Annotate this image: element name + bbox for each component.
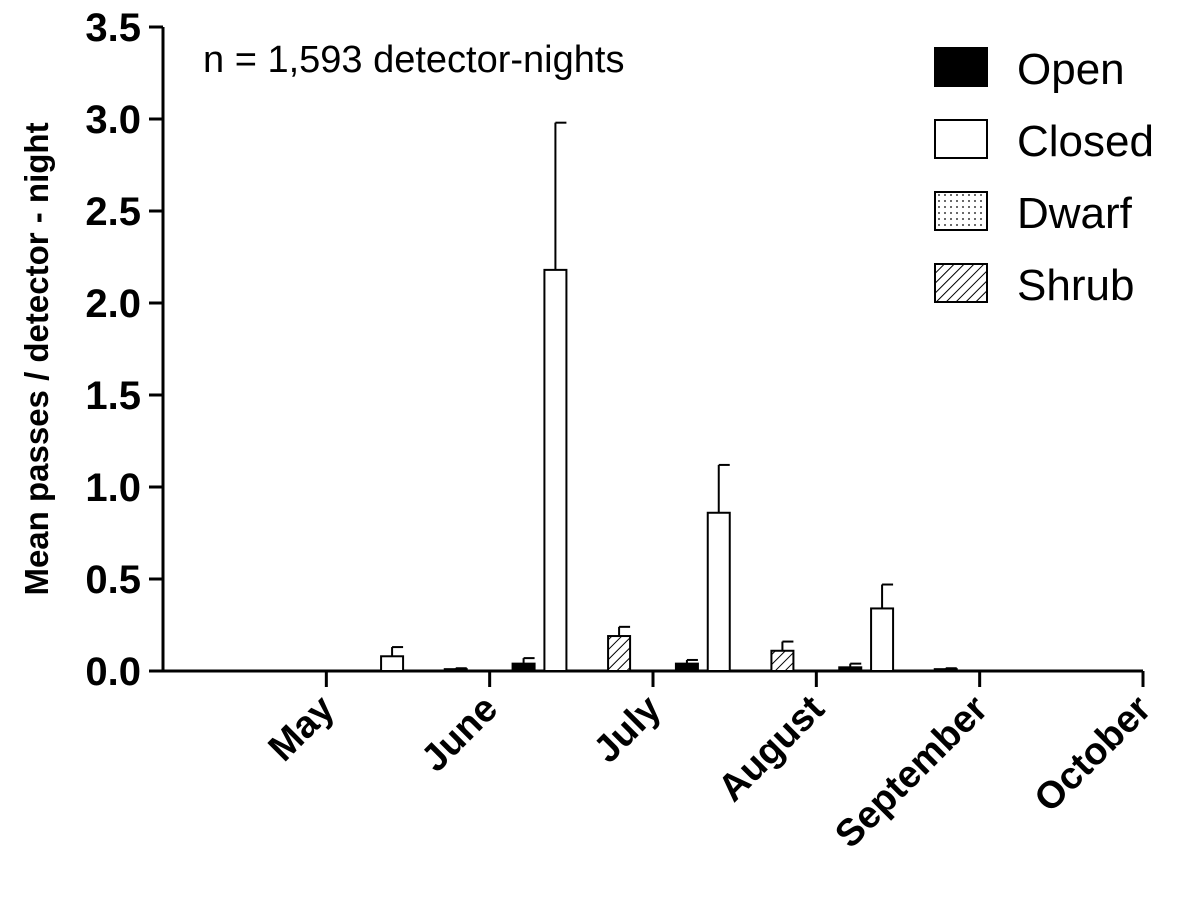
y-tick-label: 2.5 xyxy=(85,190,141,234)
labels: 0.0 0.5 1.0 1.5 2.0 2.5 3.0 3.5 May June July Augus… xyxy=(18,6,1160,856)
y-axis-title: Mean passes / detector - night xyxy=(18,122,55,595)
y-tick-label: 0.5 xyxy=(85,558,141,602)
y-tick-label: 3.0 xyxy=(85,98,141,142)
legend-swatch-shrub xyxy=(934,263,988,303)
legend-label-shrub: Shrub xyxy=(1017,261,1134,310)
x-tick-label: October xyxy=(1027,688,1160,821)
bar-shrub xyxy=(770,649,795,673)
bar-closed xyxy=(543,268,568,672)
legend-swatch-open xyxy=(934,47,988,87)
axes xyxy=(149,25,1145,687)
legend-swatch-closed xyxy=(934,119,988,159)
legend-label-closed: Closed xyxy=(1017,117,1154,166)
bars xyxy=(380,121,958,673)
x-tick-label: June xyxy=(414,688,506,780)
x-tick-label: August xyxy=(710,687,832,809)
legend-swatch-dwarf xyxy=(934,191,988,231)
bar-open xyxy=(511,662,536,673)
legend-label-dwarf: Dwarf xyxy=(1017,189,1133,238)
y-tick-label: 1.0 xyxy=(85,466,141,510)
bar-shrub xyxy=(443,668,468,672)
y-tick-label: 3.5 xyxy=(85,6,141,50)
y-tick-label: 2.0 xyxy=(85,282,141,326)
y-tick-label: 0.0 xyxy=(85,650,141,694)
x-tick-label: September xyxy=(827,688,996,857)
bar-closed xyxy=(706,511,731,673)
bar-open xyxy=(838,666,863,673)
bar-closed xyxy=(380,655,405,673)
legend: Open Closed Dwarf Shrub xyxy=(934,45,1154,310)
bar-shrub xyxy=(607,635,632,672)
bar-closed xyxy=(870,607,895,673)
bar-open xyxy=(674,662,699,673)
x-tick-label: July xyxy=(586,688,669,771)
bar-shrub xyxy=(933,668,958,672)
y-tick-label: 1.5 xyxy=(85,374,141,418)
sample-size-annotation: n = 1,593 detector-nights xyxy=(203,39,624,81)
x-tick-label: May xyxy=(261,688,343,770)
legend-label-open: Open xyxy=(1017,45,1125,94)
